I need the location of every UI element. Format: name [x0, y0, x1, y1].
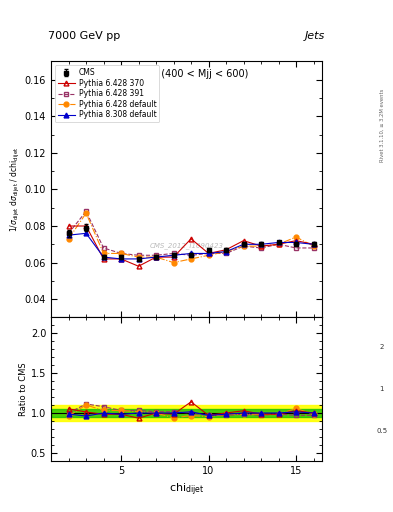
Legend: CMS, Pythia 6.428 370, Pythia 6.428 391, Pythia 6.428 default, Pythia 8.308 defa: CMS, Pythia 6.428 370, Pythia 6.428 391,… — [55, 65, 160, 122]
Text: 7000 GeV pp: 7000 GeV pp — [48, 31, 121, 41]
Bar — [51, 405, 322, 421]
X-axis label: chi$_\mathrm{dijet}$: chi$_\mathrm{dijet}$ — [169, 481, 204, 498]
Text: Rivet 3.1.10, ≥ 3.2M events: Rivet 3.1.10, ≥ 3.2M events — [379, 89, 384, 162]
Text: χ (jets) (400 < Mjj < 600): χ (jets) (400 < Mjj < 600) — [125, 69, 249, 79]
Text: Jets: Jets — [305, 31, 325, 41]
Bar — [51, 409, 322, 417]
Y-axis label: Ratio to CMS: Ratio to CMS — [19, 362, 28, 416]
Text: 2





1





0.5: 2 1 0.5 — [376, 344, 387, 434]
Y-axis label: $1/\sigma_\mathrm{dijet}\ \mathrm{d}\sigma_\mathrm{dijet}\ /\ \mathrm{dchi}_\mat: $1/\sigma_\mathrm{dijet}\ \mathrm{d}\sig… — [9, 146, 22, 232]
Text: CMS_2012_I1090423: CMS_2012_I1090423 — [150, 242, 224, 249]
